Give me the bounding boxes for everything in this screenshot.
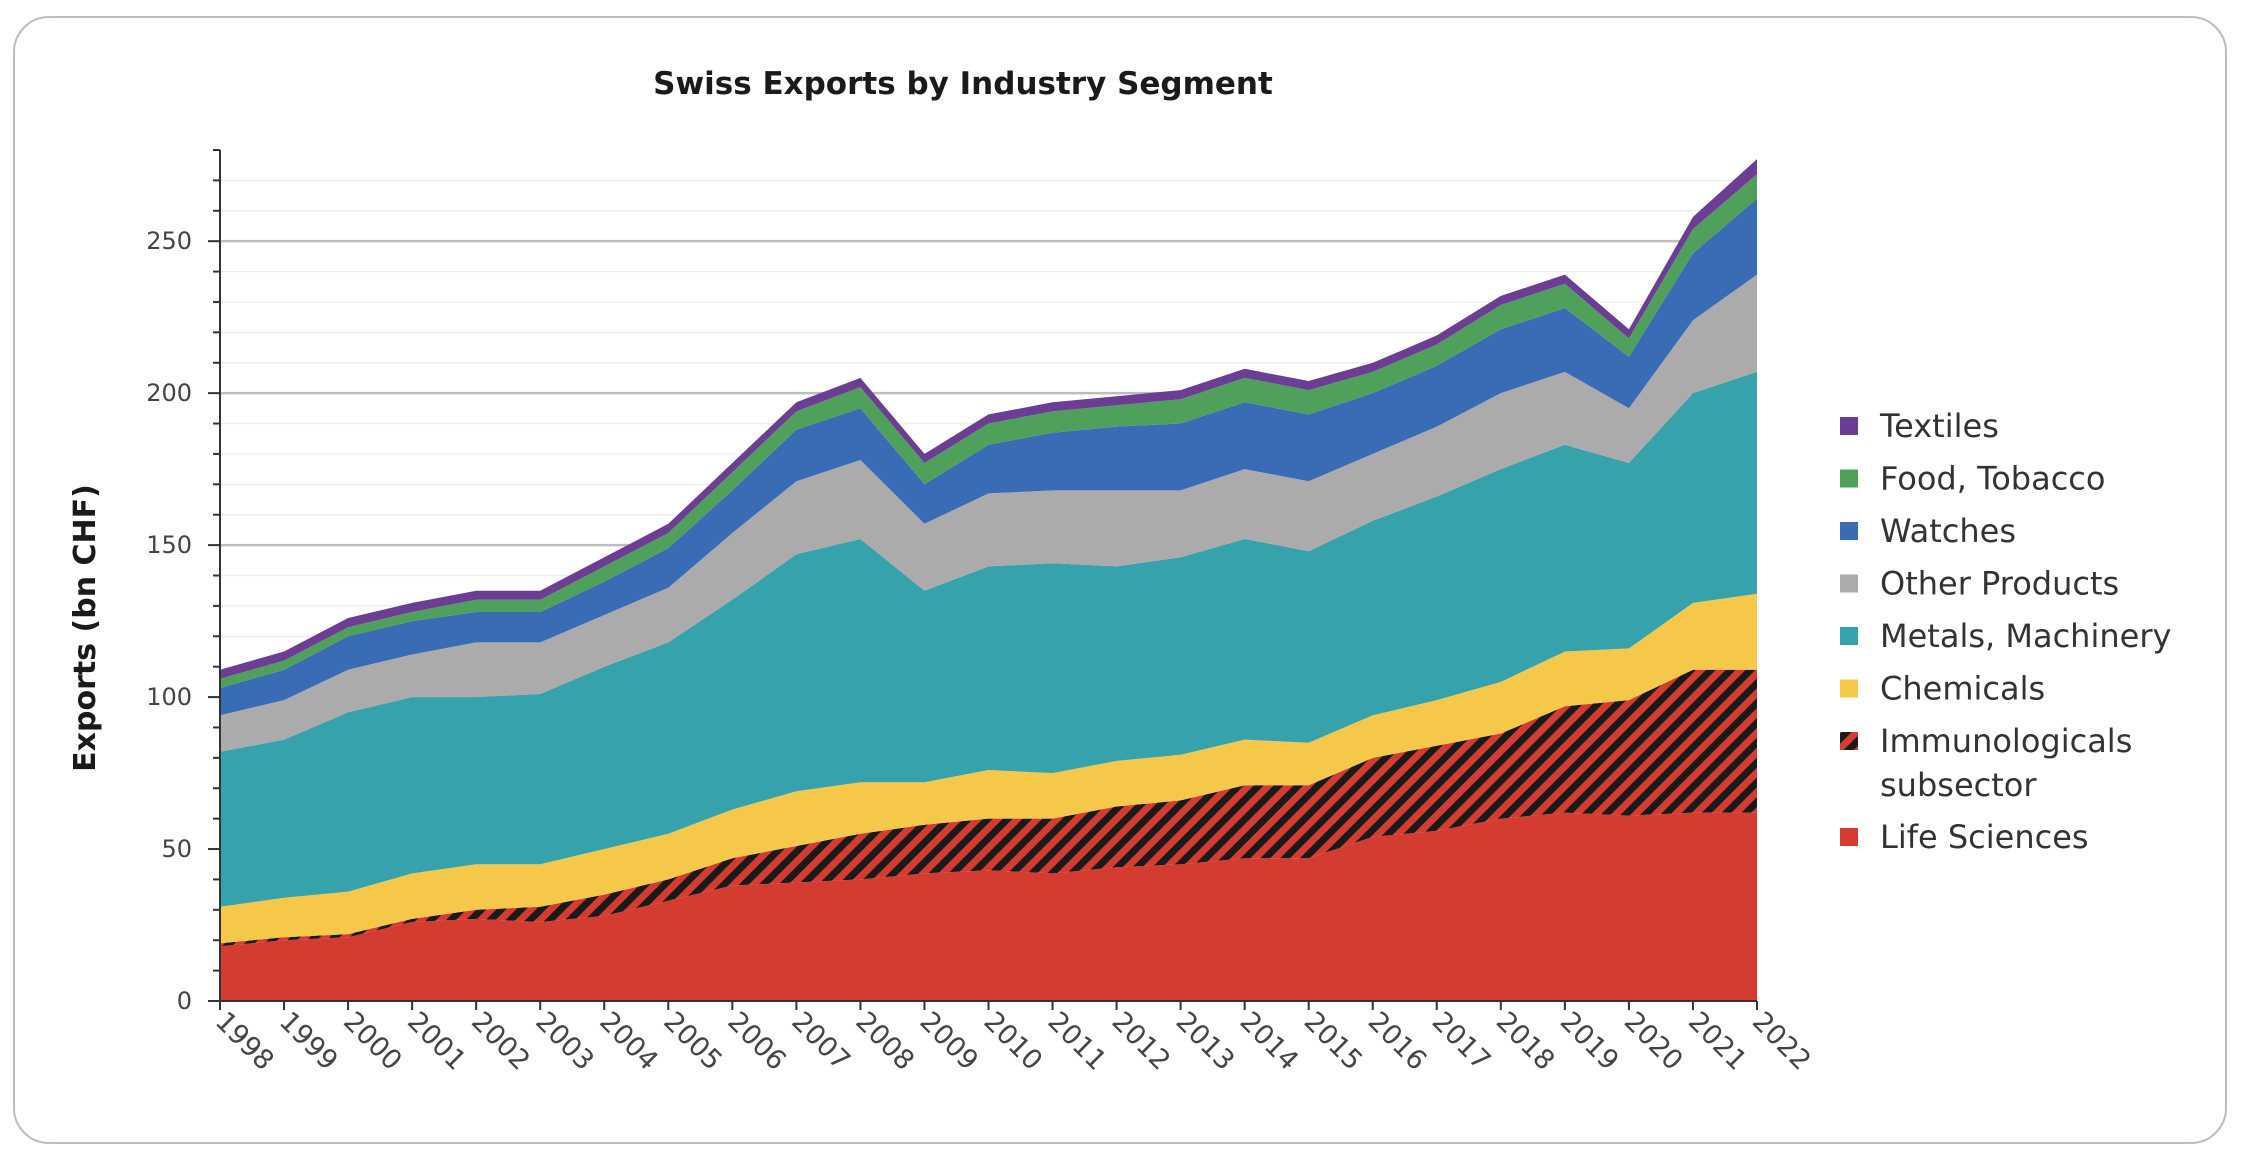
x-tick-labels: 1998199920002001200220032004200520062007… (209, 1006, 1817, 1077)
legend-swatch-immunologicals-subsector (1840, 732, 1858, 750)
x-tick-label: 2021 (1682, 1006, 1753, 1077)
area-textiles (220, 159, 1757, 679)
x-tick-label: 1998 (209, 1006, 280, 1077)
x-tick-label: 2015 (1298, 1006, 1369, 1077)
y-tick-label: 50 (161, 835, 192, 863)
area-watches (220, 198, 1757, 716)
y-axis-label: Exports (bn CHF) (68, 484, 103, 772)
x-tick-label: 2005 (657, 1006, 728, 1077)
legend-label-food-tobacco: Food, Tobacco (1880, 460, 2105, 498)
y-tick-label: 250 (146, 227, 192, 255)
x-tick-label: 2016 (1362, 1006, 1433, 1077)
chart-title: Swiss Exports by Industry Segment (653, 66, 1273, 102)
x-tick-label: 2004 (593, 1006, 664, 1077)
legend-label-other-products: Other Products (1880, 565, 2119, 603)
x-tick-label: 2010 (978, 1006, 1049, 1077)
legend-swatch-other-products (1840, 574, 1858, 593)
area-metals-machinery (220, 371, 1757, 907)
y-tick-label: 0 (177, 987, 192, 1015)
legend-swatch-chemicals (1840, 679, 1858, 698)
x-tick-label: 2011 (1042, 1006, 1113, 1077)
y-tick-label: 200 (146, 379, 192, 407)
area-other-products (220, 274, 1757, 752)
y-tick-label: 150 (146, 531, 192, 559)
x-tick-label: 2001 (401, 1006, 472, 1077)
axes (208, 149, 1758, 1010)
legend-label-watches: Watches (1880, 512, 2016, 550)
area-life-sciences (220, 812, 1757, 1001)
x-tick-label: 2008 (849, 1006, 920, 1077)
legend-swatch-metals-machinery (1840, 627, 1858, 645)
x-tick-label: 2002 (465, 1006, 536, 1077)
area-food-tobacco (220, 174, 1757, 689)
legend: Textiles Food, Tobacco Watches Other Produc… (1840, 407, 2171, 856)
legend-swatch-life-sciences (1840, 828, 1858, 846)
legend-label-immunologicals-subsector: Immunologicals subsector (1880, 722, 2132, 804)
legend-label-metals-machinery: Metals, Machinery (1880, 617, 2171, 655)
legend-label-textiles: Textiles (1879, 407, 1999, 445)
x-tick-label: 2000 (337, 1006, 408, 1077)
x-tick-label: 2006 (721, 1006, 792, 1077)
legend-label-life-sciences: Life Sciences (1880, 818, 2089, 856)
legend-swatch-textiles (1840, 417, 1858, 435)
legend-label-chemicals: Chemicals (1880, 670, 2045, 708)
y-tick-label: 100 (146, 683, 192, 711)
legend-swatch-food-tobacco (1840, 469, 1858, 488)
x-tick-label: 2018 (1490, 1006, 1561, 1077)
x-tick-label: 2019 (1554, 1006, 1625, 1077)
stacked-areas (220, 159, 1757, 1001)
x-tick-label: 2017 (1426, 1006, 1497, 1077)
area-immunologicals-subsector (220, 669, 1757, 947)
x-tick-label: 2020 (1618, 1006, 1689, 1077)
x-tick-label: 2013 (1170, 1006, 1241, 1077)
x-tick-label: 1999 (273, 1006, 344, 1077)
area-chemicals (220, 593, 1757, 944)
x-tick-label: 2007 (785, 1006, 856, 1077)
x-tick-label: 2003 (529, 1006, 600, 1077)
y-tick-labels: 0 50 100 150 200 250 (146, 227, 192, 1015)
x-tick-label: 2022 (1746, 1006, 1817, 1077)
legend-swatch-watches (1840, 522, 1858, 540)
x-tick-label: 2012 (1106, 1006, 1177, 1077)
x-tick-label: 2014 (1234, 1006, 1305, 1077)
x-tick-label: 2009 (914, 1006, 985, 1077)
